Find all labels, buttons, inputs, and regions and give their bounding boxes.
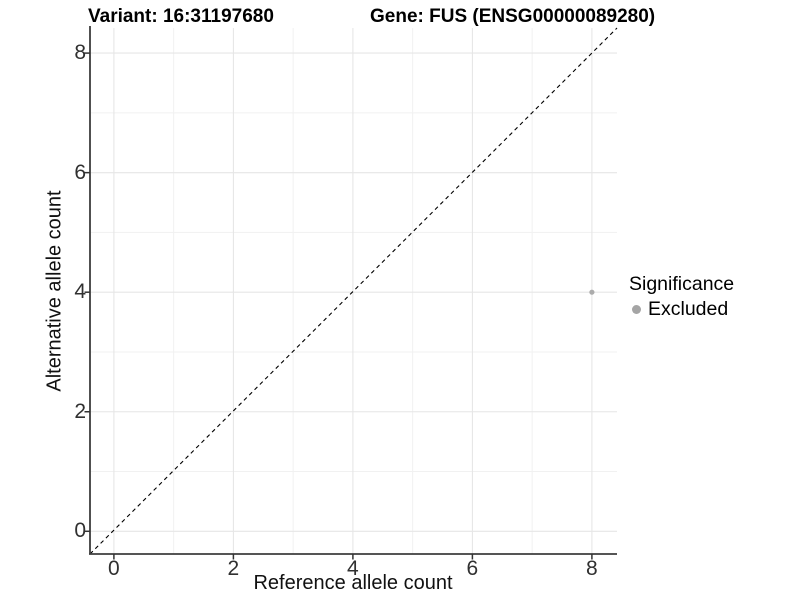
x-tick-label: 4	[347, 557, 359, 580]
legend-item-label: Excluded	[648, 297, 729, 320]
y-tick-label: 2	[74, 399, 86, 423]
y-tick-label: 0	[74, 519, 86, 543]
x-tick-label: 8	[586, 557, 598, 580]
data-point	[589, 289, 595, 295]
identity-line	[89, 27, 618, 555]
x-axis-title: Reference allele count	[253, 572, 453, 594]
legend: Significance Excluded	[629, 273, 734, 320]
legend-item-excluded: Excluded	[629, 298, 734, 320]
legend-title: Significance	[629, 273, 735, 295]
y-tick-label: 8	[74, 41, 86, 65]
plot-title-variant: Variant: 16:31197680	[88, 6, 274, 27]
y-tick-label: 4	[74, 280, 86, 304]
y-tick-label: 6	[74, 160, 86, 184]
x-tick-label: 2	[227, 557, 240, 580]
plot-title-gene: Gene: FUS (ENSG00000089280)	[370, 6, 656, 27]
legend-key	[629, 304, 644, 314]
x-tick-label: 6	[466, 557, 479, 580]
excluded-point-icon	[632, 304, 641, 314]
x-tick-label: 0	[108, 557, 120, 580]
